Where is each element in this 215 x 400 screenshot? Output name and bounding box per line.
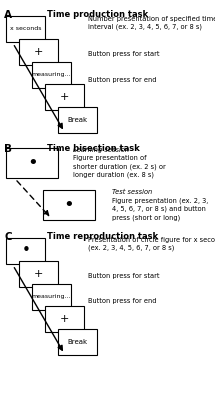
- Text: +: +: [34, 269, 43, 279]
- Text: Button press for start: Button press for start: [88, 51, 160, 57]
- Text: B: B: [4, 144, 12, 154]
- Bar: [43, 190, 95, 220]
- Text: A: A: [4, 10, 12, 20]
- Bar: [19, 261, 58, 287]
- Bar: [32, 62, 71, 88]
- Text: Break: Break: [67, 117, 88, 123]
- Text: C: C: [4, 232, 12, 242]
- Text: Figure presentation of
shorter duration (ex. 2 s) or
longer duration (ex. 8 s): Figure presentation of shorter duration …: [73, 155, 166, 178]
- Text: •: •: [27, 154, 38, 172]
- Text: •: •: [63, 196, 74, 214]
- Bar: [45, 84, 84, 110]
- Text: Button press for end: Button press for end: [88, 298, 157, 304]
- Bar: [19, 39, 58, 65]
- Bar: [32, 284, 71, 310]
- Text: measuring...: measuring...: [32, 72, 71, 77]
- Text: +: +: [60, 92, 69, 102]
- Text: •: •: [21, 244, 30, 258]
- Bar: [45, 306, 84, 332]
- Text: Button press for end: Button press for end: [88, 77, 157, 83]
- Text: Test session: Test session: [112, 189, 152, 195]
- Text: measuring...: measuring...: [32, 294, 71, 299]
- Bar: [58, 107, 97, 133]
- Text: Time bisection task: Time bisection task: [47, 144, 140, 153]
- Text: Break: Break: [67, 339, 88, 345]
- Bar: [6, 16, 45, 42]
- Text: Presentation of circle figure for x seconds
(ex. 2, 3, 4, 5, 6, 7, or 8 s): Presentation of circle figure for x seco…: [88, 237, 215, 251]
- Bar: [58, 329, 97, 355]
- Text: Time production task: Time production task: [47, 10, 148, 19]
- Text: +: +: [60, 314, 69, 324]
- Bar: [6, 238, 45, 264]
- Text: Button press for start: Button press for start: [88, 273, 160, 279]
- Bar: [6, 148, 58, 178]
- Text: Figure presentation (ex. 2, 3,
4, 5, 6, 7, or 8 s) and button
press (short or lo: Figure presentation (ex. 2, 3, 4, 5, 6, …: [112, 197, 208, 221]
- Text: +: +: [34, 47, 43, 57]
- Text: Time reproduction task: Time reproduction task: [47, 232, 158, 241]
- Text: x seconds: x seconds: [10, 26, 41, 32]
- Text: Number presentation of specified time
interval (ex. 2, 3, 4, 5, 6, 7, or 8 s): Number presentation of specified time in…: [88, 16, 215, 30]
- Text: Learning session: Learning session: [73, 147, 129, 153]
